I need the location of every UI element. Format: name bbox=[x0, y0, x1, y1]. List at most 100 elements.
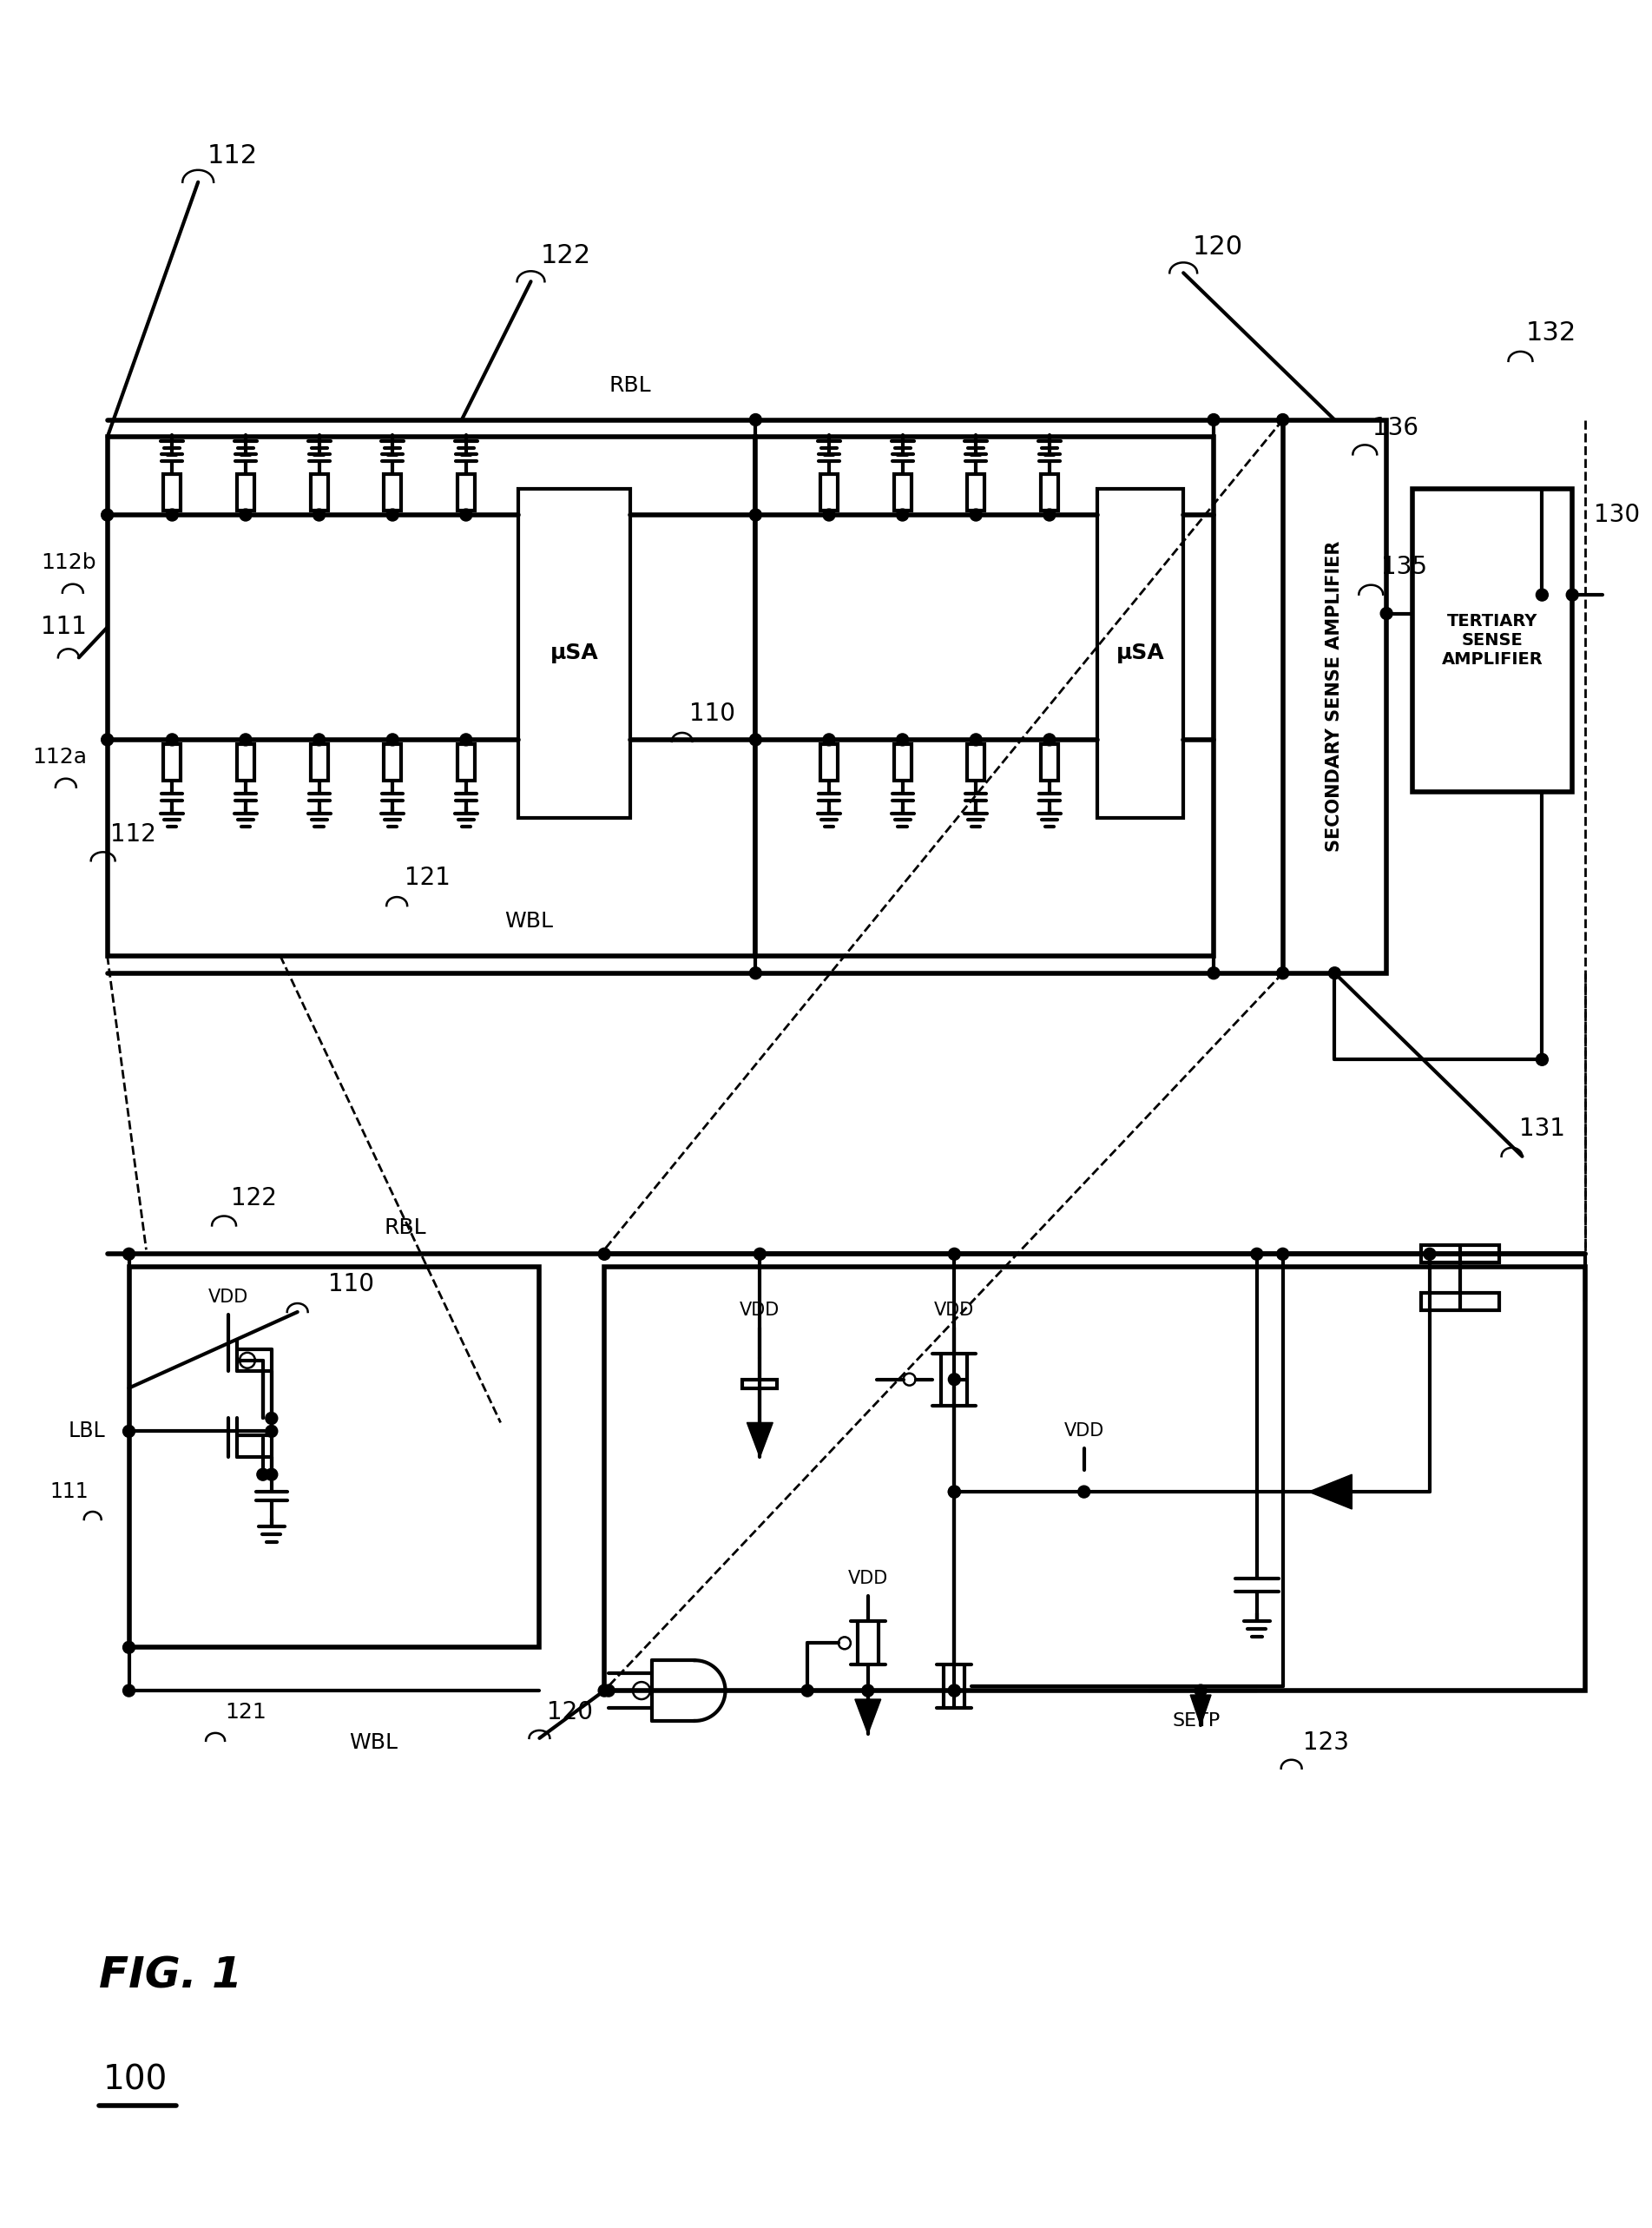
Circle shape bbox=[459, 733, 472, 746]
Text: FIG. 1: FIG. 1 bbox=[99, 1954, 241, 1996]
Text: WBL: WBL bbox=[349, 1731, 398, 1753]
Text: 120: 120 bbox=[547, 1700, 593, 1724]
Bar bbox=[755, 437, 1214, 956]
Circle shape bbox=[312, 733, 325, 746]
Circle shape bbox=[598, 1684, 610, 1698]
Text: VDD: VDD bbox=[1064, 1424, 1104, 1439]
Circle shape bbox=[256, 1468, 269, 1482]
Text: 131: 131 bbox=[1520, 1116, 1564, 1141]
Bar bbox=[164, 475, 180, 510]
Circle shape bbox=[948, 1486, 960, 1497]
Circle shape bbox=[101, 508, 114, 521]
Circle shape bbox=[1536, 1054, 1548, 1065]
Text: 111: 111 bbox=[41, 615, 88, 639]
Bar bbox=[311, 744, 327, 780]
Circle shape bbox=[750, 967, 762, 978]
Bar bbox=[311, 475, 327, 510]
Bar bbox=[1041, 475, 1057, 510]
Bar bbox=[1421, 1245, 1498, 1263]
Text: VDD: VDD bbox=[740, 1301, 780, 1319]
Circle shape bbox=[122, 1426, 135, 1437]
Bar bbox=[107, 437, 755, 956]
Circle shape bbox=[459, 508, 472, 521]
Bar bbox=[458, 744, 474, 780]
Polygon shape bbox=[1191, 1696, 1211, 1724]
Bar bbox=[821, 475, 838, 510]
Text: TERTIARY
SENSE
AMPLIFIER: TERTIARY SENSE AMPLIFIER bbox=[1442, 613, 1543, 668]
Circle shape bbox=[598, 1248, 610, 1261]
Circle shape bbox=[167, 733, 178, 746]
Text: μSA: μSA bbox=[550, 644, 598, 664]
Bar bbox=[821, 744, 838, 780]
Text: RBL: RBL bbox=[383, 1219, 426, 1239]
Circle shape bbox=[750, 733, 762, 746]
Bar bbox=[517, 488, 629, 818]
Circle shape bbox=[122, 1684, 135, 1698]
Circle shape bbox=[266, 1426, 278, 1437]
Circle shape bbox=[240, 733, 251, 746]
Circle shape bbox=[1208, 414, 1219, 426]
Circle shape bbox=[387, 733, 398, 746]
Circle shape bbox=[1208, 967, 1219, 978]
Circle shape bbox=[970, 508, 981, 521]
Polygon shape bbox=[1308, 1475, 1351, 1508]
Bar bbox=[1097, 488, 1183, 818]
Circle shape bbox=[1536, 588, 1548, 602]
Text: VDD: VDD bbox=[935, 1301, 975, 1319]
Bar bbox=[236, 475, 254, 510]
Circle shape bbox=[948, 1486, 960, 1497]
Circle shape bbox=[948, 1248, 960, 1261]
Bar bbox=[458, 475, 474, 510]
Circle shape bbox=[603, 1684, 615, 1698]
Text: LBL: LBL bbox=[68, 1421, 106, 1442]
Circle shape bbox=[240, 508, 251, 521]
Text: 112a: 112a bbox=[33, 746, 88, 766]
Circle shape bbox=[312, 508, 325, 521]
Circle shape bbox=[1277, 414, 1289, 426]
Bar bbox=[743, 1379, 776, 1388]
Circle shape bbox=[1277, 1248, 1289, 1261]
Circle shape bbox=[897, 508, 909, 521]
Circle shape bbox=[101, 733, 114, 746]
Bar bbox=[129, 1268, 540, 1646]
Circle shape bbox=[122, 1642, 135, 1653]
Text: 121: 121 bbox=[405, 867, 449, 891]
Circle shape bbox=[948, 1684, 960, 1698]
Text: 112b: 112b bbox=[41, 553, 96, 573]
Circle shape bbox=[823, 733, 834, 746]
Circle shape bbox=[1044, 733, 1056, 746]
Text: 123: 123 bbox=[1303, 1731, 1350, 1756]
Text: 111: 111 bbox=[50, 1482, 88, 1502]
Bar bbox=[383, 475, 401, 510]
Text: RBL: RBL bbox=[608, 374, 651, 397]
Bar bbox=[1041, 744, 1057, 780]
Circle shape bbox=[167, 508, 178, 521]
Bar bbox=[894, 744, 912, 780]
Polygon shape bbox=[856, 1700, 881, 1733]
Circle shape bbox=[122, 1248, 135, 1261]
Circle shape bbox=[266, 1468, 278, 1482]
Bar bbox=[605, 1268, 1586, 1691]
Bar bbox=[894, 475, 912, 510]
Text: 132: 132 bbox=[1525, 321, 1576, 345]
Circle shape bbox=[387, 508, 398, 521]
Circle shape bbox=[1079, 1486, 1090, 1497]
Circle shape bbox=[823, 508, 834, 521]
Circle shape bbox=[862, 1684, 874, 1698]
Circle shape bbox=[948, 1372, 960, 1386]
Text: 120: 120 bbox=[1193, 234, 1244, 258]
Circle shape bbox=[750, 508, 762, 521]
Circle shape bbox=[1194, 1684, 1206, 1698]
Bar bbox=[164, 744, 180, 780]
Circle shape bbox=[1381, 608, 1393, 619]
Text: 135: 135 bbox=[1381, 555, 1427, 579]
Circle shape bbox=[1424, 1248, 1436, 1261]
Circle shape bbox=[970, 733, 981, 746]
Bar bbox=[1412, 488, 1573, 791]
Text: SECONDARY SENSE AMPLIFIER: SECONDARY SENSE AMPLIFIER bbox=[1327, 541, 1343, 851]
Polygon shape bbox=[747, 1424, 773, 1457]
Bar bbox=[236, 744, 254, 780]
Circle shape bbox=[1566, 588, 1578, 602]
Bar bbox=[383, 744, 401, 780]
Circle shape bbox=[1251, 1248, 1262, 1261]
